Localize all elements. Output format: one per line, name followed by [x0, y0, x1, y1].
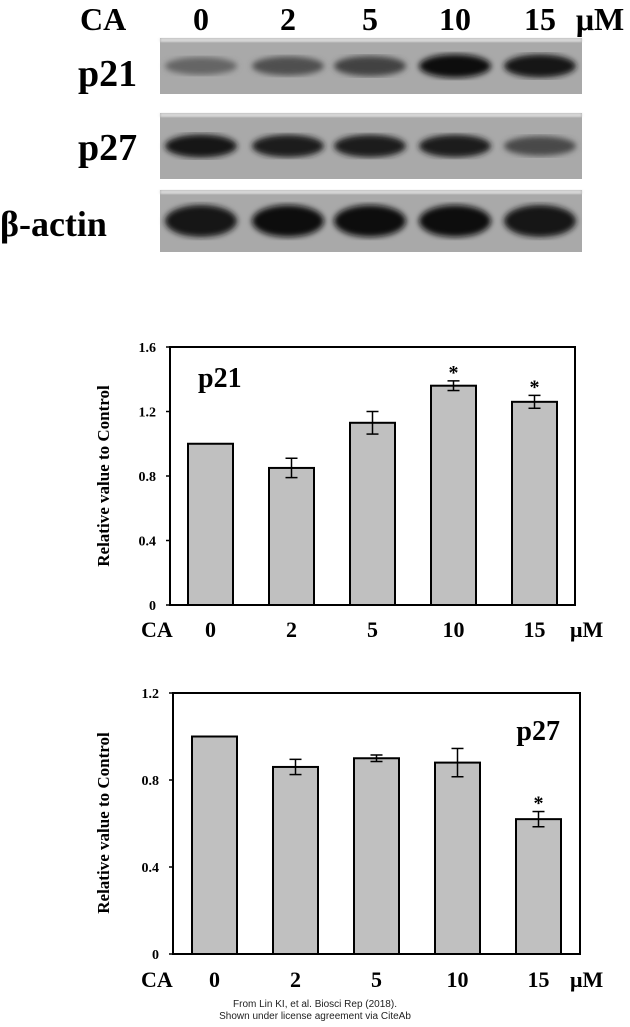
x-unit-label: μM	[570, 617, 603, 642]
bar	[187, 442, 234, 606]
blot-unit-label: μM	[576, 1, 624, 37]
blot-band	[504, 205, 576, 237]
significance-marker: *	[449, 362, 459, 384]
blot-band	[419, 134, 491, 158]
bar	[349, 421, 396, 606]
x-tick-label: 15	[524, 617, 546, 642]
x-tick-label: 5	[371, 967, 382, 992]
blot-band	[419, 205, 491, 237]
x-prefix-label: CA	[141, 967, 173, 992]
y-axis-label: Relative value to Control	[94, 732, 113, 914]
blot-lane-label: 2	[280, 1, 296, 37]
blot-lane-label: 5	[362, 1, 378, 37]
blot-band	[165, 205, 237, 237]
blot-band	[252, 56, 324, 76]
bar	[515, 818, 562, 956]
x-prefix-label: CA	[141, 617, 173, 642]
blot-band	[165, 134, 237, 158]
blot-band	[419, 54, 491, 78]
x-tick-label: 15	[528, 967, 550, 992]
x-tick-label: 10	[447, 967, 469, 992]
credit-line-1: From Lin KI, et al. Biosci Rep (2018).	[233, 999, 397, 1010]
blot-band	[334, 134, 406, 158]
plot-frame	[172, 692, 581, 955]
bar	[191, 735, 238, 955]
bar-chart-p21: 0 2 5 * 10 * 15 0 0.4 0.8 1.2 1.6 Relative value to …	[94, 341, 603, 642]
y-tick-label: 0	[152, 948, 159, 963]
chart-title: p21	[198, 363, 242, 394]
bar-chart-p27: 0 2 5 10 * 15 0 0.4 0.8 1.2 Relative value to Cont…	[94, 687, 603, 992]
blot-lane-label: 10	[439, 1, 471, 37]
x-tick-label: 2	[290, 967, 301, 992]
x-tick-label: 2	[286, 617, 297, 642]
bar	[272, 765, 319, 956]
x-tick-label: 0	[205, 617, 216, 642]
y-tick-label: 1.6	[139, 341, 157, 356]
chart-title: p27	[516, 716, 560, 747]
y-tick-label: 0.4	[139, 535, 157, 550]
blot-row-label: β-actin	[0, 204, 107, 244]
blot-band	[334, 56, 406, 76]
y-tick-label: 1.2	[139, 406, 157, 421]
bar	[430, 384, 477, 607]
x-tick-label: 0	[209, 967, 220, 992]
blot-lane-label: 15	[524, 1, 556, 37]
y-tick-label: 0.8	[139, 470, 157, 485]
x-unit-label: μM	[570, 967, 603, 992]
blot-band	[252, 205, 324, 237]
blot-band	[165, 57, 237, 75]
y-tick-label: 0.8	[142, 774, 160, 789]
blot-treatment-label: CA	[80, 1, 126, 37]
x-tick-label: 5	[367, 617, 378, 642]
significance-marker: *	[534, 793, 544, 815]
credit-line-2: Shown under license agreement via CiteAb	[219, 1011, 411, 1022]
blot-band	[504, 54, 576, 78]
y-axis-label: Relative value to Control	[94, 385, 113, 567]
blot-row-label: p27	[78, 127, 137, 169]
blot-row-label: p21	[78, 53, 137, 95]
y-tick-label: 0.4	[142, 861, 160, 876]
blot-lane-label: 0	[193, 1, 209, 37]
western-blot: CA 0 2 5 10 15 μM p21 p27 β-actin	[0, 1, 624, 252]
blot-band	[504, 136, 576, 156]
blot-band	[334, 205, 406, 237]
bar	[353, 757, 400, 955]
x-tick-label: 10	[443, 617, 465, 642]
y-tick-label: 0	[149, 599, 156, 614]
y-tick-label: 1.2	[142, 687, 160, 702]
significance-marker: *	[530, 376, 540, 398]
bar	[268, 466, 315, 606]
bar	[434, 761, 481, 955]
bar	[511, 400, 558, 607]
blot-band	[252, 134, 324, 158]
